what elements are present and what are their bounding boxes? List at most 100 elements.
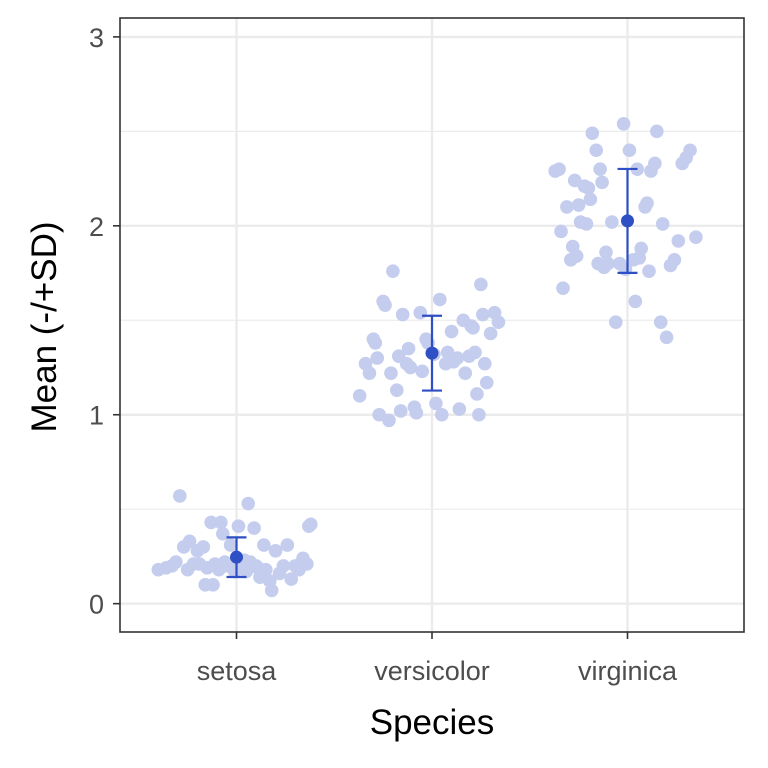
data-point xyxy=(642,264,656,278)
summary-marks xyxy=(226,167,638,579)
data-point xyxy=(444,324,459,339)
data-point xyxy=(247,521,261,535)
data-point xyxy=(182,534,197,549)
data-point xyxy=(169,555,183,569)
data-point xyxy=(231,519,246,534)
data-point xyxy=(554,224,568,239)
data-point xyxy=(241,496,256,511)
data-point xyxy=(413,305,428,320)
y-axis-label: Mean (-/+SD) xyxy=(25,221,64,432)
data-point xyxy=(583,192,598,207)
data-point xyxy=(458,366,473,380)
data-point xyxy=(601,256,615,271)
data-point xyxy=(599,245,613,260)
data-point xyxy=(468,345,482,360)
data-point xyxy=(280,538,295,552)
data-point xyxy=(595,175,609,190)
x-axis-label: Species xyxy=(370,703,495,742)
data-point xyxy=(556,281,570,295)
data-points xyxy=(151,116,703,598)
data-point xyxy=(659,330,674,345)
data-point xyxy=(390,383,404,397)
data-point xyxy=(653,315,668,329)
data-point xyxy=(579,217,594,231)
data-point xyxy=(214,515,228,530)
data-point xyxy=(352,389,367,403)
data-point xyxy=(472,407,486,422)
data-point xyxy=(689,230,703,244)
data-point xyxy=(382,413,396,428)
data-point xyxy=(173,489,187,503)
data-point xyxy=(593,162,607,176)
data-point xyxy=(589,143,604,158)
data-point xyxy=(276,559,291,573)
data-point xyxy=(640,196,654,210)
mean-point xyxy=(230,550,243,564)
data-point xyxy=(648,156,662,171)
data-point xyxy=(655,217,670,231)
data-point xyxy=(370,351,385,365)
data-point xyxy=(384,366,398,380)
data-point xyxy=(401,341,416,356)
y-tick-label: 2 xyxy=(89,212,104,242)
data-point xyxy=(403,360,418,375)
mean-point xyxy=(425,346,439,360)
data-point xyxy=(552,162,566,176)
y-tick-label: 1 xyxy=(89,401,104,431)
axes: 0 1 2 3 setosa versicolor virginica xyxy=(89,23,678,686)
data-point xyxy=(257,538,271,552)
data-point xyxy=(683,143,697,158)
data-point xyxy=(362,366,377,380)
x-tick-label: setosa xyxy=(197,656,278,686)
data-point xyxy=(450,351,465,365)
y-tick-label: 3 xyxy=(89,23,104,53)
data-point xyxy=(605,215,619,229)
data-point xyxy=(571,198,586,212)
data-point xyxy=(429,396,443,411)
data-point xyxy=(223,538,238,552)
data-point xyxy=(393,404,408,418)
data-point xyxy=(303,517,318,532)
data-point xyxy=(433,292,447,307)
data-point xyxy=(415,364,430,379)
data-point xyxy=(452,402,467,416)
data-point xyxy=(300,557,314,571)
data-point xyxy=(259,562,273,577)
data-point xyxy=(491,315,506,329)
data-point xyxy=(477,356,492,371)
data-point xyxy=(479,375,494,390)
data-point xyxy=(616,116,631,131)
data-point xyxy=(386,264,400,278)
data-point xyxy=(470,387,484,401)
data-point xyxy=(671,234,686,248)
data-point xyxy=(474,277,488,292)
data-point xyxy=(585,126,600,141)
data-point xyxy=(581,181,596,195)
data-point xyxy=(204,515,218,530)
data-point xyxy=(650,124,664,139)
data-point xyxy=(476,307,490,322)
data-point xyxy=(608,315,623,329)
data-point xyxy=(409,406,424,420)
data-point xyxy=(268,543,283,558)
data-point xyxy=(395,307,410,322)
data-point xyxy=(368,336,383,350)
data-point xyxy=(434,407,449,422)
data-point xyxy=(628,294,643,309)
x-tick-label: virginica xyxy=(578,656,678,686)
data-point xyxy=(634,241,648,256)
data-point xyxy=(569,249,584,263)
data-point xyxy=(206,577,220,592)
data-point xyxy=(483,326,498,341)
data-point xyxy=(284,572,299,586)
data-point xyxy=(216,526,230,541)
data-point xyxy=(622,143,637,158)
data-point xyxy=(264,583,279,598)
mean-point xyxy=(621,214,634,228)
data-point xyxy=(466,321,480,335)
x-tick-label: versicolor xyxy=(374,656,490,686)
data-point xyxy=(378,298,392,312)
y-tick-label: 0 xyxy=(89,590,104,620)
data-point xyxy=(560,200,574,214)
